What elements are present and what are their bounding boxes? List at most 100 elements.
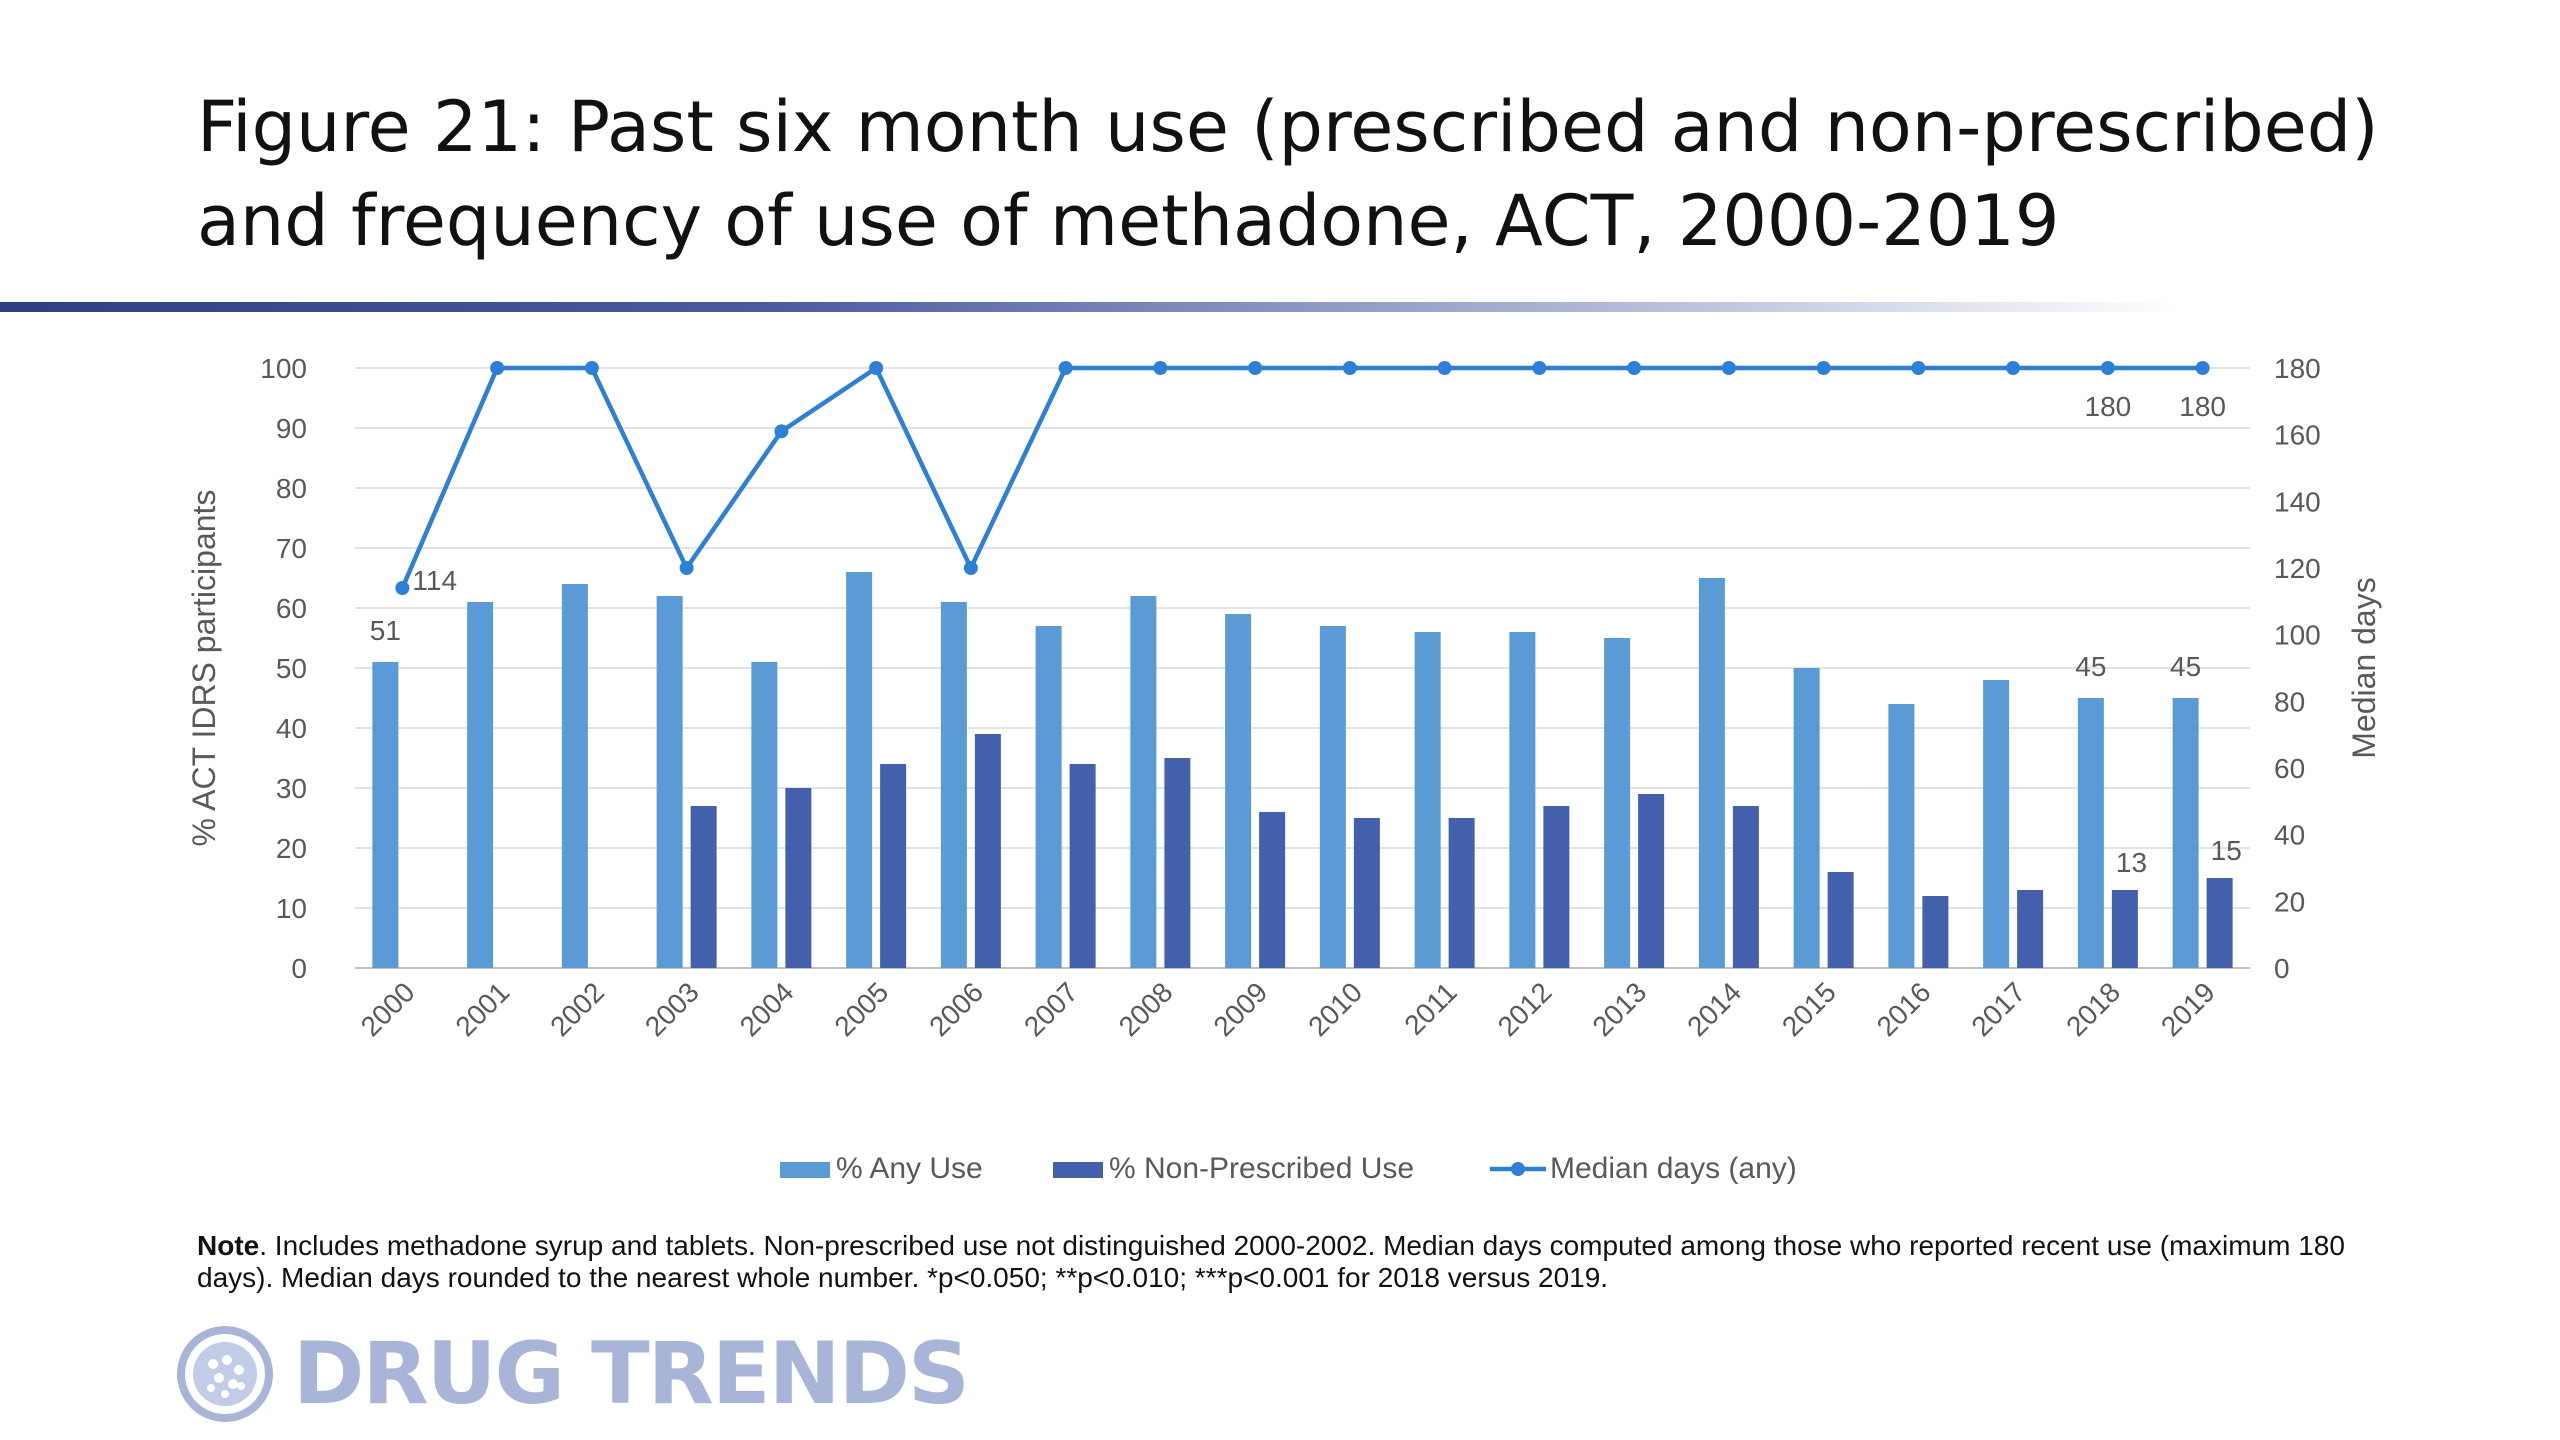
x-tick-label: 2012 xyxy=(1492,976,1558,1042)
x-tick-label: 2011 xyxy=(1398,976,1463,1041)
bar-non-prescribed-use xyxy=(1732,806,1759,968)
median-days-point xyxy=(679,561,694,575)
note-lead: Note xyxy=(197,1230,260,1261)
median-days-point xyxy=(1248,361,1263,375)
median-days-point xyxy=(1342,361,1357,375)
y-tick-label: 50 xyxy=(276,653,307,684)
data-label-median: 180 xyxy=(2179,391,2226,422)
x-tick-label: 2003 xyxy=(639,976,705,1042)
x-tick-label: 2009 xyxy=(1207,976,1273,1042)
bar-any-use xyxy=(1035,626,1062,968)
drug-trends-logo: DRUG TRENDS xyxy=(175,1318,1075,1424)
bar-any-use xyxy=(1225,614,1252,968)
y-right-tick-label: 80 xyxy=(2274,686,2305,717)
chart: 0 10 20 30 40 50 60 70 80 90 100 0 20 40 60 80 100 120 140… xyxy=(186,353,2382,1185)
globe-icon xyxy=(177,1326,273,1422)
median-days-point xyxy=(1911,361,1926,375)
median-days-point xyxy=(2195,361,2210,375)
x-tick-label: 2016 xyxy=(1871,976,1937,1042)
y-tick-label: 30 xyxy=(276,773,307,804)
bar-non-prescribed-use xyxy=(1069,764,1096,968)
bar-any-use xyxy=(561,584,588,968)
bar-non-prescribed-use xyxy=(1638,794,1665,968)
median-days-point xyxy=(2006,361,2021,375)
data-label-non-prescribed: 15 xyxy=(2211,835,2242,866)
x-tick-label: 2010 xyxy=(1302,976,1368,1042)
bar-non-prescribed-use xyxy=(2206,878,2233,968)
bar-non-prescribed-use xyxy=(1448,818,1475,968)
bar-any-use xyxy=(1888,704,1915,968)
median-days-point xyxy=(2100,361,2115,375)
bar-non-prescribed-use xyxy=(2111,890,2138,968)
x-tick-label: 2013 xyxy=(1586,976,1652,1042)
y-tick-label: 40 xyxy=(276,713,307,744)
x-tick-label: 2008 xyxy=(1113,976,1179,1042)
bar-any-use xyxy=(1130,596,1157,968)
x-tick-label: 2004 xyxy=(734,976,800,1042)
median-days-point xyxy=(869,361,884,375)
bar-non-prescribed-use xyxy=(1922,896,1949,968)
legend-label-non-prescribed: % Non-Prescribed Use xyxy=(1109,1152,1414,1185)
median-days-point xyxy=(1816,361,1831,375)
x-tick-label: 2015 xyxy=(1776,976,1842,1042)
legend-swatch-median-point xyxy=(1511,1162,1525,1176)
bar-non-prescribed-use xyxy=(1543,806,1570,968)
bar-non-prescribed-use xyxy=(785,788,812,968)
legend-swatch-non-prescribed xyxy=(1053,1162,1103,1178)
y-tick-label: 80 xyxy=(276,473,307,504)
bar-any-use xyxy=(1319,626,1346,968)
bar-any-use xyxy=(656,596,683,968)
legend-label-any-use: % Any Use xyxy=(836,1152,983,1185)
median-days-line xyxy=(400,365,2203,589)
median-days-point xyxy=(1153,361,1168,375)
median-days-point xyxy=(1627,361,1642,375)
bar-any-use xyxy=(846,572,873,968)
bar-non-prescribed-use xyxy=(2017,890,2044,968)
median-days-point xyxy=(774,424,789,439)
y-right-tick-label: 20 xyxy=(2274,886,2305,917)
x-tick-label: 2006 xyxy=(923,976,989,1042)
median-days-point xyxy=(1437,361,1452,375)
y-right-axis-title: Median days xyxy=(2346,577,2382,758)
y-tick-label: 70 xyxy=(276,533,307,564)
x-tick-label: 2005 xyxy=(828,976,894,1042)
y-tick-label: 20 xyxy=(276,833,307,864)
x-tick-label: 2019 xyxy=(2155,976,2221,1042)
x-tick-label: 2001 xyxy=(449,976,515,1042)
median-days-point xyxy=(584,361,599,375)
median-days-point xyxy=(1721,361,1736,375)
bar-any-use xyxy=(1414,632,1441,968)
bar-any-use xyxy=(2077,698,2104,968)
data-label-non-prescribed: 13 xyxy=(2116,847,2147,878)
bar-any-use xyxy=(2172,698,2199,968)
median-days-point xyxy=(963,561,978,575)
title-divider-bar xyxy=(0,302,2180,312)
y-right-tick-label: 160 xyxy=(2274,420,2321,451)
bar-non-prescribed-use xyxy=(1259,812,1286,968)
bar-non-prescribed-use xyxy=(1164,758,1191,968)
y-right-tick-label: 60 xyxy=(2274,753,2305,784)
median-days-point xyxy=(1058,361,1073,375)
bar-non-prescribed-use xyxy=(690,806,717,968)
x-tick-label: 2002 xyxy=(544,976,610,1042)
bar-any-use xyxy=(1793,668,1820,968)
bar-any-use xyxy=(751,662,778,968)
x-tick-label: 2014 xyxy=(1681,976,1747,1042)
note-text: . Includes methadone syrup and tablets. … xyxy=(197,1230,2345,1293)
bar-non-prescribed-use xyxy=(974,734,1001,968)
y-tick-label: 0 xyxy=(291,953,307,984)
slide-title: Figure 21: Past six month use (prescribe… xyxy=(197,86,2379,262)
y-right-tick-label: 100 xyxy=(2274,620,2321,651)
bar-non-prescribed-use xyxy=(1827,872,1854,968)
bar-any-use xyxy=(1509,632,1536,968)
data-label-any-use: 51 xyxy=(370,615,401,646)
bar-any-use xyxy=(1698,578,1725,968)
y-right-tick-label: 180 xyxy=(2274,353,2321,384)
bar-non-prescribed-use xyxy=(880,764,907,968)
legend-swatch-any-use xyxy=(780,1162,830,1178)
median-days-point xyxy=(490,361,505,375)
bar-any-use xyxy=(372,662,399,968)
y-tick-label: 100 xyxy=(260,353,307,384)
median-days-point xyxy=(1532,361,1547,375)
bar-any-use xyxy=(1983,680,2010,968)
